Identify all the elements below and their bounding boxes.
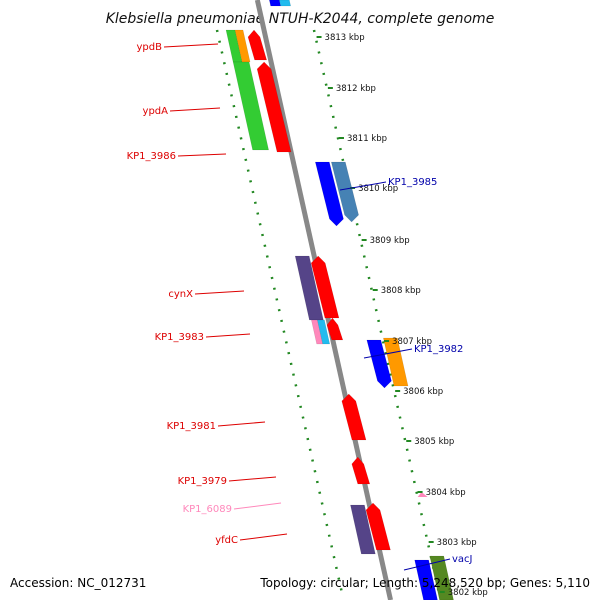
scale-tick-label: 3805 kbp [414,437,454,447]
label-leader-line [177,153,227,157]
scale-tick-label: 3808 kbp [381,286,421,296]
gene-feature [234,29,251,63]
scale-tick-label: 3802 kbp [448,588,488,598]
gene-feature [366,339,392,389]
label-leader-line [403,558,451,571]
gene-label-left: ypdA [143,106,169,117]
gene-feature [365,502,391,551]
scale-tick-label: 3804 kbp [426,488,466,498]
scale-tick-label: 3803 kbp [437,538,477,548]
label-leader-line [233,502,282,510]
scale-tick-label: 3812 kbp [336,84,376,94]
gene-feature [310,255,340,319]
gene-feature [429,555,454,600]
gene-label-left: KP1_3986 [127,151,176,162]
pink-feature-marker [417,492,428,497]
gene-feature [351,456,371,485]
gene-feature [269,0,281,7]
gene-label-left: ypdB [137,42,163,53]
scale-tick-label: 3807 kbp [392,337,432,347]
gene-feature [317,319,331,345]
gene-feature [383,337,409,387]
accession-label: Accession: NC_012731 [10,576,146,590]
label-leader-line [169,107,221,112]
label-leader-line [217,421,266,427]
scale-tick-label: 3810 kbp [358,184,398,194]
gene-feature [330,161,359,223]
label-leader-line [363,348,413,359]
gene-label-left: KP1_3981 [167,421,216,432]
map-title: Klebsiella pneumoniae NTUH-K2044, comple… [106,11,495,27]
gene-label-left: yfdC [215,535,238,546]
gene-label-left: KP1_6089 [183,504,232,515]
gene-feature [247,29,267,61]
gene-feature [279,0,291,7]
label-leader-line [239,533,288,541]
label-leader-line [205,333,251,338]
label-leader-line [228,476,277,482]
gene-label-right: KP1_3985 [388,177,437,188]
scale-tick-label: 3806 kbp [403,387,443,397]
gene-label-left: KP1_3979 [178,476,227,487]
scale-tick-label: 3809 kbp [370,236,410,246]
gene-feature [341,393,367,441]
gene-feature [232,61,269,151]
label-leader-line [339,181,387,191]
gene-feature [350,504,376,555]
gene-label-left: cynX [168,289,193,300]
map-body: 3813 kbp 3812 kbp 3811 kbp 3810 kbp 3809 kbp… [127,0,488,600]
scale-tick-label: 3811 kbp [347,134,387,144]
scale-tick-label: 3813 kbp [325,33,365,43]
gene-feature [256,61,292,153]
label-leader-line [194,290,245,295]
gene-feature [414,559,438,600]
label-leader-line [163,43,219,48]
gene-feature [326,317,344,341]
gene-feature [314,161,344,227]
gene-label-left: KP1_3983 [155,332,204,343]
genome-summary: Topology: circular; Length: 5,248,520 bp… [259,576,590,590]
gene-label-right: KP1_3982 [414,344,463,355]
gene-label-right: vacJ [452,554,473,565]
